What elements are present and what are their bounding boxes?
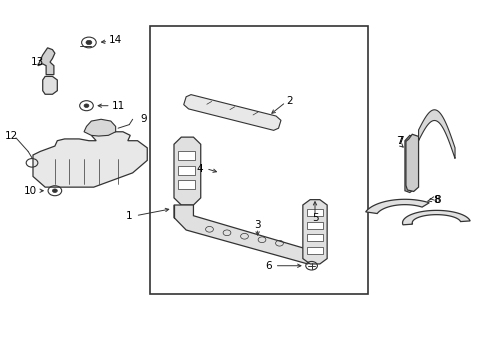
Bar — [306, 222, 323, 229]
Polygon shape — [42, 76, 57, 94]
Text: 12: 12 — [4, 131, 18, 141]
Polygon shape — [405, 134, 418, 192]
Text: 11: 11 — [111, 102, 124, 111]
Bar — [306, 209, 323, 216]
Polygon shape — [183, 95, 281, 130]
Text: 2: 2 — [286, 96, 292, 107]
Text: 4: 4 — [196, 163, 202, 174]
Polygon shape — [84, 119, 116, 136]
Bar — [306, 247, 323, 254]
Text: 5: 5 — [311, 213, 318, 223]
Bar — [149, 26, 368, 294]
Polygon shape — [404, 135, 414, 193]
Text: 8: 8 — [433, 195, 440, 204]
Bar — [178, 152, 195, 160]
Text: 7: 7 — [396, 136, 403, 147]
Text: 8: 8 — [432, 195, 439, 204]
Circle shape — [84, 104, 89, 108]
Text: 10: 10 — [24, 186, 37, 196]
Polygon shape — [418, 110, 454, 158]
Text: 1: 1 — [126, 211, 132, 221]
Polygon shape — [38, 48, 55, 75]
Polygon shape — [302, 200, 326, 264]
Text: 13: 13 — [31, 57, 44, 67]
Text: 14: 14 — [109, 35, 122, 45]
Circle shape — [52, 189, 57, 193]
Bar — [178, 166, 195, 175]
Text: 3: 3 — [254, 220, 261, 230]
Polygon shape — [174, 205, 312, 264]
Circle shape — [86, 40, 92, 45]
Polygon shape — [174, 137, 201, 205]
Polygon shape — [402, 210, 469, 225]
Bar — [178, 180, 195, 189]
Bar — [306, 234, 323, 242]
Text: 9: 9 — [140, 114, 147, 124]
Text: 7: 7 — [395, 136, 402, 147]
Polygon shape — [33, 132, 147, 187]
Polygon shape — [365, 199, 428, 213]
Text: 6: 6 — [265, 261, 271, 271]
